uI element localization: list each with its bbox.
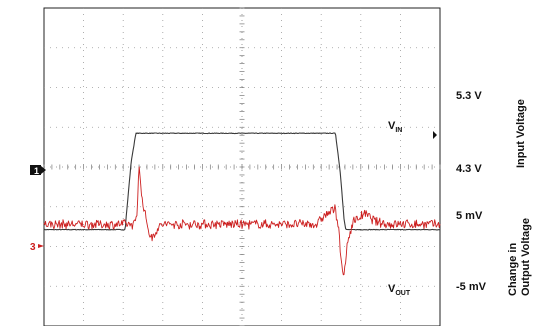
vin-high-level-label: 5.3 V [456, 90, 482, 102]
output-voltage-title-line1: Change in [507, 243, 519, 296]
channel-1-label: 1 [34, 166, 39, 176]
traces [43, 132, 441, 276]
vin-low-level-label: 4.3 V [456, 163, 482, 175]
input-voltage-title: Input Voltage [515, 99, 527, 168]
vout-low-level-label: -5 mV [456, 281, 487, 293]
series-line-vin [43, 132, 441, 231]
grid [43, 7, 441, 326]
channel-3-label: 3 [30, 242, 36, 253]
channel-3-marker: 3 [30, 242, 44, 253]
output-voltage-title-line2: Output Voltage [520, 218, 532, 296]
channel-1-marker: 1 [30, 165, 46, 176]
trigger-arrow-icon [433, 131, 437, 139]
vout-high-level-label: 5 mV [456, 210, 483, 222]
series-line-vout [43, 166, 441, 276]
vout-trace-label: VOUT [388, 283, 411, 297]
vin-trace-label: VIN [388, 120, 402, 134]
